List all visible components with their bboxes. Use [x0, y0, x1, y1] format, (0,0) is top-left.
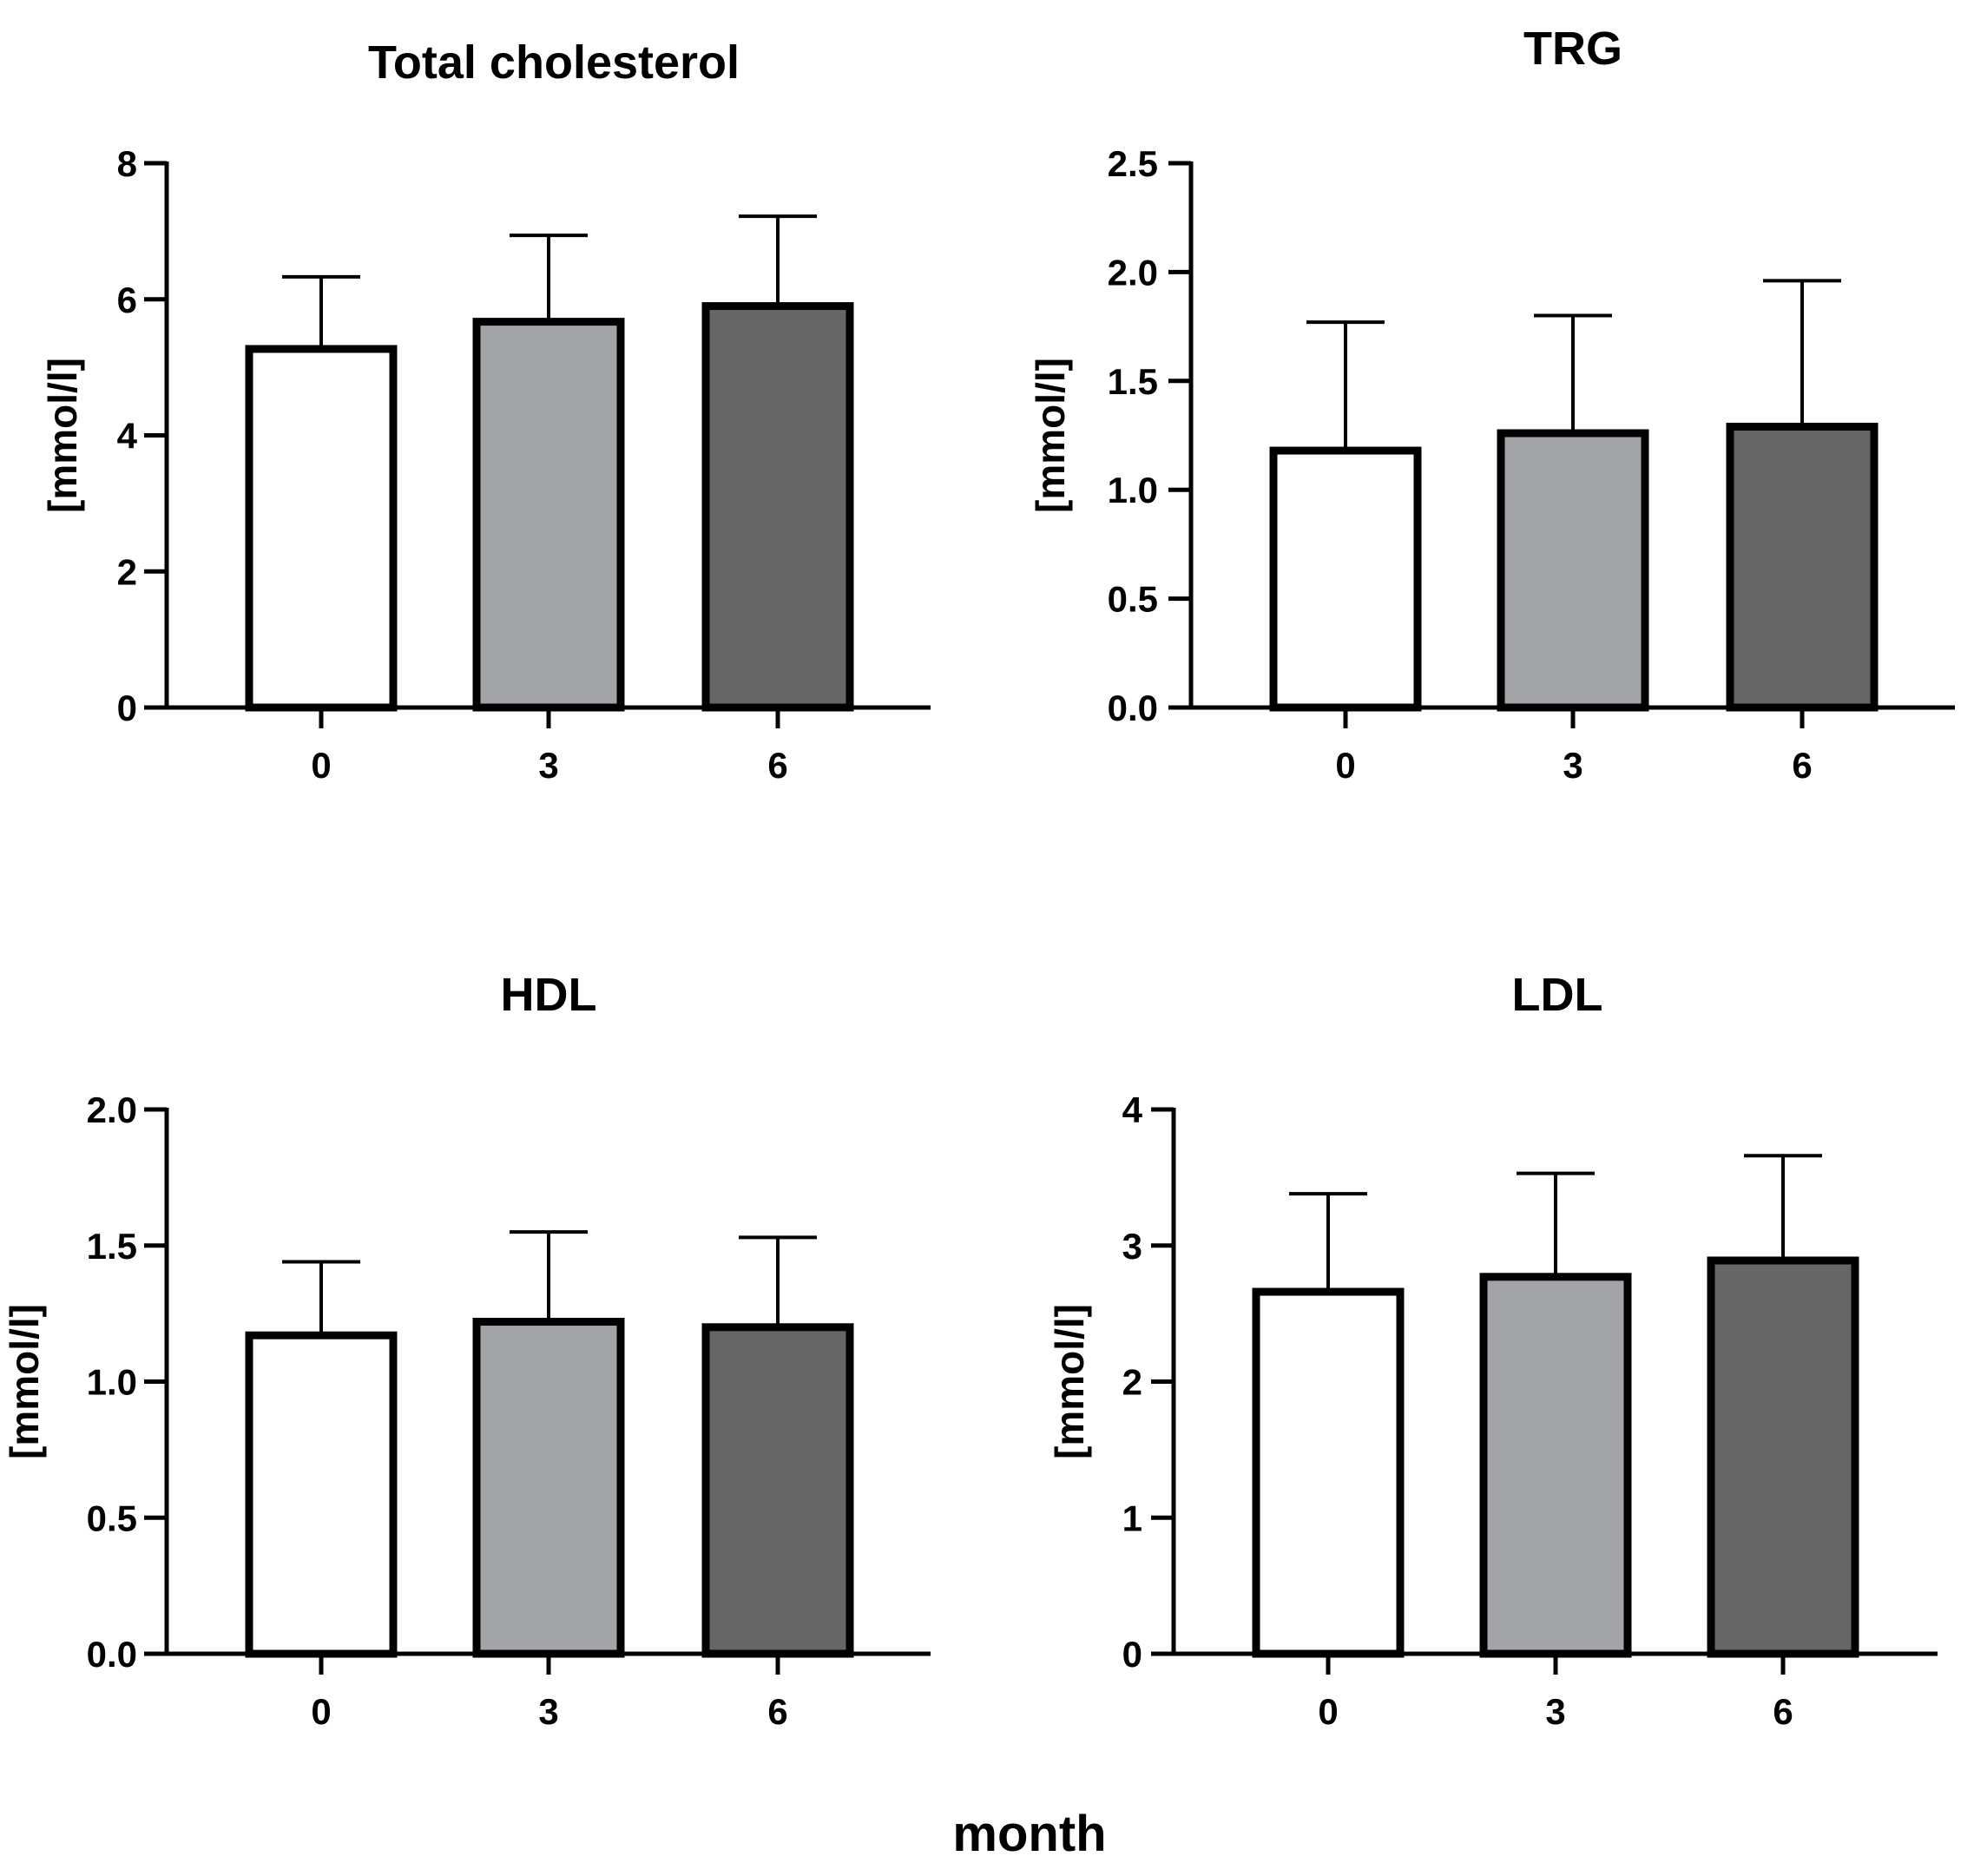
chart-ldl-title: LDL	[1512, 969, 1603, 1021]
chart-ldl-bar	[1707, 1256, 1859, 1658]
chart-hdl-bar	[245, 1331, 398, 1658]
chart-total-cholesterol-x-tick-label: 6	[767, 745, 787, 786]
chart-total-cholesterol-y-tick-label: 4	[117, 416, 138, 457]
chart-ldl-y-tick-label: 2	[1122, 1362, 1142, 1403]
chart-hdl-title: HDL	[501, 969, 597, 1021]
chart-hdl-y-tick-label: 0.5	[87, 1498, 137, 1538]
chart-hdl-x-tick-label: 6	[767, 1691, 787, 1732]
chart-ldl-x-tick-label: 3	[1545, 1691, 1565, 1732]
chart-hdl-x-tick-label: 0	[311, 1691, 331, 1732]
chart-trg-y-tick-label: 1.5	[1108, 361, 1158, 402]
chart-hdl-y-tick-label: 1.5	[87, 1226, 137, 1267]
chart-total-cholesterol: Total cholesterol [mmol/l] 0 2 4 6 8 0 3 6	[40, 36, 931, 786]
chart-hdl-y-tick-label: 1.0	[87, 1362, 137, 1403]
chart-ldl-y-tick-label: 3	[1122, 1226, 1142, 1267]
chart-trg-title: TRG	[1523, 23, 1622, 75]
chart-trg-y-axis-label: [mmol/l]	[1028, 358, 1073, 513]
chart-total-cholesterol-title: Total cholesterol	[368, 36, 740, 89]
chart-ldl-x-tick-label: 6	[1773, 1691, 1793, 1732]
chart-trg: TRG [mmol/l] 0.0 0.5 1.0 1.5 2.0 2.5 0 3 6	[1028, 23, 1955, 786]
chart-hdl-bar	[701, 1323, 854, 1658]
chart-trg-x-tick-label: 6	[1792, 745, 1812, 786]
chart-trg-y-tick-label: 0.0	[1108, 688, 1158, 728]
chart-trg-y-tick-label: 0.5	[1108, 579, 1158, 620]
chart-total-cholesterol-bar	[701, 302, 854, 712]
chart-trg-bar	[1269, 446, 1422, 712]
chart-total-cholesterol-y-tick-label: 2	[117, 551, 137, 592]
chart-total-cholesterol-x-tick-label: 3	[538, 745, 558, 786]
chart-ldl-y-axis-label: [mmol/l]	[1047, 1304, 1092, 1459]
chart-trg-x-tick-label: 0	[1335, 745, 1355, 786]
chart-ldl-bar	[1479, 1273, 1632, 1658]
chart-hdl-x-tick-label: 3	[538, 1691, 558, 1732]
chart-total-cholesterol-y-tick-label: 0	[117, 688, 137, 728]
chart-hdl-bar	[472, 1318, 625, 1658]
chart-total-cholesterol-y-tick-label: 6	[117, 280, 137, 320]
chart-total-cholesterol-bar	[245, 345, 398, 712]
chart-ldl-x-tick-label: 0	[1318, 1691, 1338, 1732]
chart-ldl-y-tick-label: 4	[1122, 1089, 1143, 1130]
chart-ldl-bar	[1252, 1287, 1405, 1658]
chart-total-cholesterol-y-tick-label: 8	[117, 143, 137, 184]
chart-total-cholesterol-x-tick-label: 0	[311, 745, 331, 786]
chart-ldl-y-tick-label: 1	[1122, 1498, 1142, 1538]
chart-trg-y-tick-label: 2.0	[1108, 252, 1158, 293]
chart-trg-bar	[1726, 422, 1879, 712]
chart-trg-y-tick-label: 2.5	[1108, 143, 1158, 184]
chart-hdl-y-tick-label: 2.0	[87, 1089, 137, 1130]
chart-total-cholesterol-y-axis-label: [mmol/l]	[40, 358, 85, 513]
chart-hdl-y-tick-label: 0.0	[87, 1634, 137, 1675]
chart-trg-bar	[1497, 429, 1649, 712]
chart-total-cholesterol-bar	[472, 318, 625, 712]
chart-ldl-y-tick-label: 0	[1122, 1634, 1142, 1675]
chart-trg-y-tick-label: 1.0	[1108, 470, 1158, 510]
shared-x-axis-label: month	[952, 1806, 1106, 1862]
chart-ldl: LDL [mmol/l] 0 1 2 3 4 0 3 6	[1047, 969, 1938, 1732]
chart-hdl: HDL [mmol/l] 0.0 0.5 1.0 1.5 2.0 0 3 6	[2, 969, 931, 1732]
chart-hdl-y-axis-label: [mmol/l]	[2, 1304, 47, 1459]
chart-trg-x-tick-label: 3	[1563, 745, 1582, 786]
